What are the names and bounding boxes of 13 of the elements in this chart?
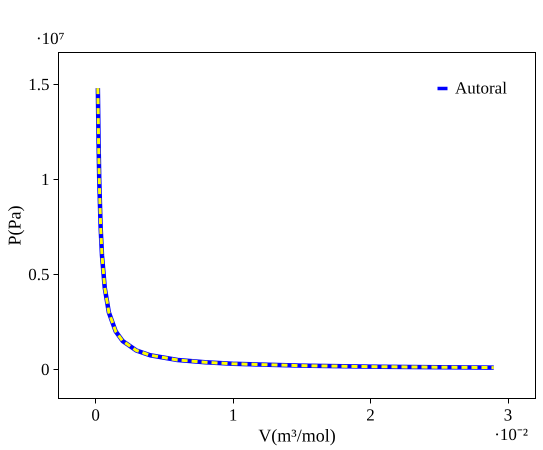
text: ·10⁻² [494,425,528,444]
x-axis-title: V(m³/mol) [258,426,336,446]
x-tick-label: 3 [504,406,512,424]
y-tick-label: 0 [41,360,50,379]
text: ·10⁷ [36,29,65,48]
y-tick-label: 0.5 [28,264,50,284]
y-tick-label: 1.5 [28,74,50,94]
x-tick-label: 0 [91,406,100,424]
legend-label: Autoral [455,78,508,98]
x-tick-label: 1 [228,406,238,424]
x-tick-label: 2 [366,406,375,424]
y-tick-label: 1 [41,170,50,189]
y-axis-title: P(Pa) [4,205,24,246]
